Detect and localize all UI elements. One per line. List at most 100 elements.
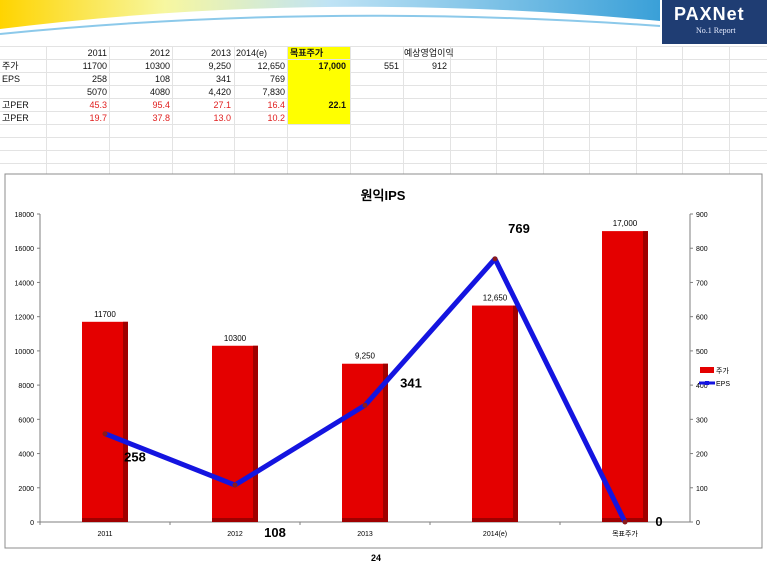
cell-price-2013: 9,250 bbox=[208, 61, 231, 71]
bar-price bbox=[82, 321, 128, 522]
cell-row3-2013: 4,420 bbox=[208, 87, 231, 97]
bar-value-label: 17,000 bbox=[613, 219, 638, 228]
eps-value-label: 769 bbox=[508, 221, 530, 236]
cell-eps-2013: 341 bbox=[215, 74, 231, 84]
spreadsheet: 2011 2012 2013 2014(e) 목표주가 예상영업이익 주가 11… bbox=[0, 46, 767, 174]
y2-tick-label: 600 bbox=[696, 315, 708, 322]
bar-price-side bbox=[513, 305, 518, 522]
highlight-target-header bbox=[288, 47, 350, 59]
row-label-price: 주가 bbox=[2, 61, 19, 71]
bar-value-label: 11700 bbox=[94, 310, 116, 319]
header-expected-op-profit: 예상영업이익 bbox=[404, 48, 454, 58]
bar-price-base bbox=[82, 518, 128, 522]
y2-tick-label: 0 bbox=[696, 520, 700, 527]
cell-expected-op-profit: 912 bbox=[431, 61, 447, 71]
x-tick-label: 2013 bbox=[357, 531, 373, 538]
cell-per2-2013: 13.0 bbox=[213, 113, 231, 123]
y-tick-label: 6000 bbox=[18, 417, 34, 424]
bar-price-side bbox=[123, 321, 128, 522]
bar-value-label: 10300 bbox=[224, 334, 247, 343]
bar-price bbox=[602, 231, 648, 522]
cell-price-target: 17,000 bbox=[318, 61, 346, 71]
bar-price bbox=[472, 305, 518, 522]
cell-per1-target: 22.1 bbox=[328, 100, 346, 110]
cell-price-extra: 551 bbox=[383, 61, 399, 71]
y2-tick-label: 700 bbox=[696, 280, 708, 287]
y2-tick-label: 100 bbox=[696, 486, 708, 493]
sheet-gridlines bbox=[0, 46, 767, 174]
y-tick-label: 2000 bbox=[18, 486, 34, 493]
eps-value-label: 258 bbox=[124, 450, 146, 465]
bar-price-base bbox=[212, 518, 258, 522]
cell-per2-2012: 37.8 bbox=[152, 113, 170, 123]
y-tick-label: 0 bbox=[30, 520, 34, 527]
cell-row3-2014e: 7,830 bbox=[262, 87, 285, 97]
cell-per2-2014e: 10.2 bbox=[267, 113, 285, 123]
cell-row3-2011: 5070 bbox=[86, 87, 107, 97]
cell-price-2012: 10300 bbox=[144, 61, 170, 71]
highlight-target-column bbox=[288, 60, 350, 124]
cell-per1-2012: 95.4 bbox=[152, 100, 170, 110]
banner-swoosh bbox=[0, 0, 661, 35]
eps-value-label: 0 bbox=[655, 514, 662, 529]
header-2014e: 2014(e) bbox=[236, 48, 268, 58]
cell-per2-2011: 19.7 bbox=[89, 113, 107, 123]
row-label-high-per-2: 고PER bbox=[2, 113, 29, 123]
cell-row3-2012: 4080 bbox=[149, 87, 170, 97]
y-tick-label: 12000 bbox=[15, 315, 35, 322]
y-tick-label: 18000 bbox=[15, 212, 35, 219]
bar-price-side bbox=[383, 363, 388, 522]
logo-main-text: PAXNet bbox=[674, 4, 745, 24]
eps-point bbox=[232, 482, 238, 488]
eps-point bbox=[622, 519, 628, 525]
y-tick-label: 16000 bbox=[15, 246, 35, 253]
row-label-eps: EPS bbox=[2, 74, 21, 84]
y2-tick-label: 300 bbox=[696, 417, 708, 424]
legend-label-eps: EPS bbox=[716, 381, 730, 388]
y2-tick-label: 900 bbox=[696, 212, 708, 219]
bar-price-base bbox=[472, 518, 518, 522]
cell-per1-2013: 27.1 bbox=[213, 100, 231, 110]
cell-eps-2014e: 769 bbox=[269, 74, 285, 84]
y-tick-label: 10000 bbox=[15, 349, 35, 356]
legend-marker-eps bbox=[705, 381, 709, 385]
x-tick-label: 2012 bbox=[227, 531, 243, 538]
header-2013: 2013 bbox=[210, 48, 231, 58]
y2-tick-label: 400 bbox=[696, 383, 708, 390]
legend-label-price: 주가 bbox=[716, 366, 729, 375]
header-target-price: 목표주가 bbox=[290, 48, 324, 58]
cell-price-2011: 11700 bbox=[82, 61, 107, 71]
bar-price-base bbox=[342, 518, 388, 522]
eps-value-label: 341 bbox=[400, 375, 422, 390]
header-banner: PAXNet No.1 Report bbox=[0, 0, 767, 46]
eps-value-label: 108 bbox=[264, 525, 286, 540]
x-tick-label: 목표주가 bbox=[612, 529, 638, 538]
cell-per1-2014e: 16.4 bbox=[267, 100, 285, 110]
y-tick-label: 8000 bbox=[18, 383, 34, 390]
eps-point bbox=[362, 402, 368, 408]
bar-value-label: 12,650 bbox=[483, 294, 508, 303]
y2-tick-label: 200 bbox=[696, 452, 708, 459]
row-label-high-per: 고PER bbox=[2, 100, 29, 110]
x-tick-label: 2011 bbox=[97, 531, 112, 538]
legend-swatch-price bbox=[700, 367, 714, 373]
y-tick-label: 14000 bbox=[15, 280, 35, 287]
chart-title: 원익IPS bbox=[361, 188, 406, 203]
eps-point bbox=[102, 431, 108, 437]
logo-sub-text: No.1 Report bbox=[696, 26, 736, 35]
bar-value-label: 9,250 bbox=[355, 352, 376, 361]
y-tick-label: 4000 bbox=[18, 452, 34, 459]
x-tick-label: 2014(e) bbox=[483, 531, 507, 538]
y2-tick-label: 800 bbox=[696, 246, 708, 253]
cell-eps-2011: 258 bbox=[91, 74, 107, 84]
bar-price-side bbox=[643, 231, 648, 522]
cell-price-2014e: 12,650 bbox=[257, 61, 285, 71]
bar-price-side bbox=[253, 345, 258, 522]
y2-tick-label: 500 bbox=[696, 349, 708, 356]
page-number: 24 bbox=[371, 553, 382, 563]
header-2011: 2011 bbox=[87, 48, 107, 58]
eps-point bbox=[492, 256, 498, 262]
bar-price bbox=[212, 345, 258, 522]
cell-eps-2012: 108 bbox=[154, 74, 170, 84]
